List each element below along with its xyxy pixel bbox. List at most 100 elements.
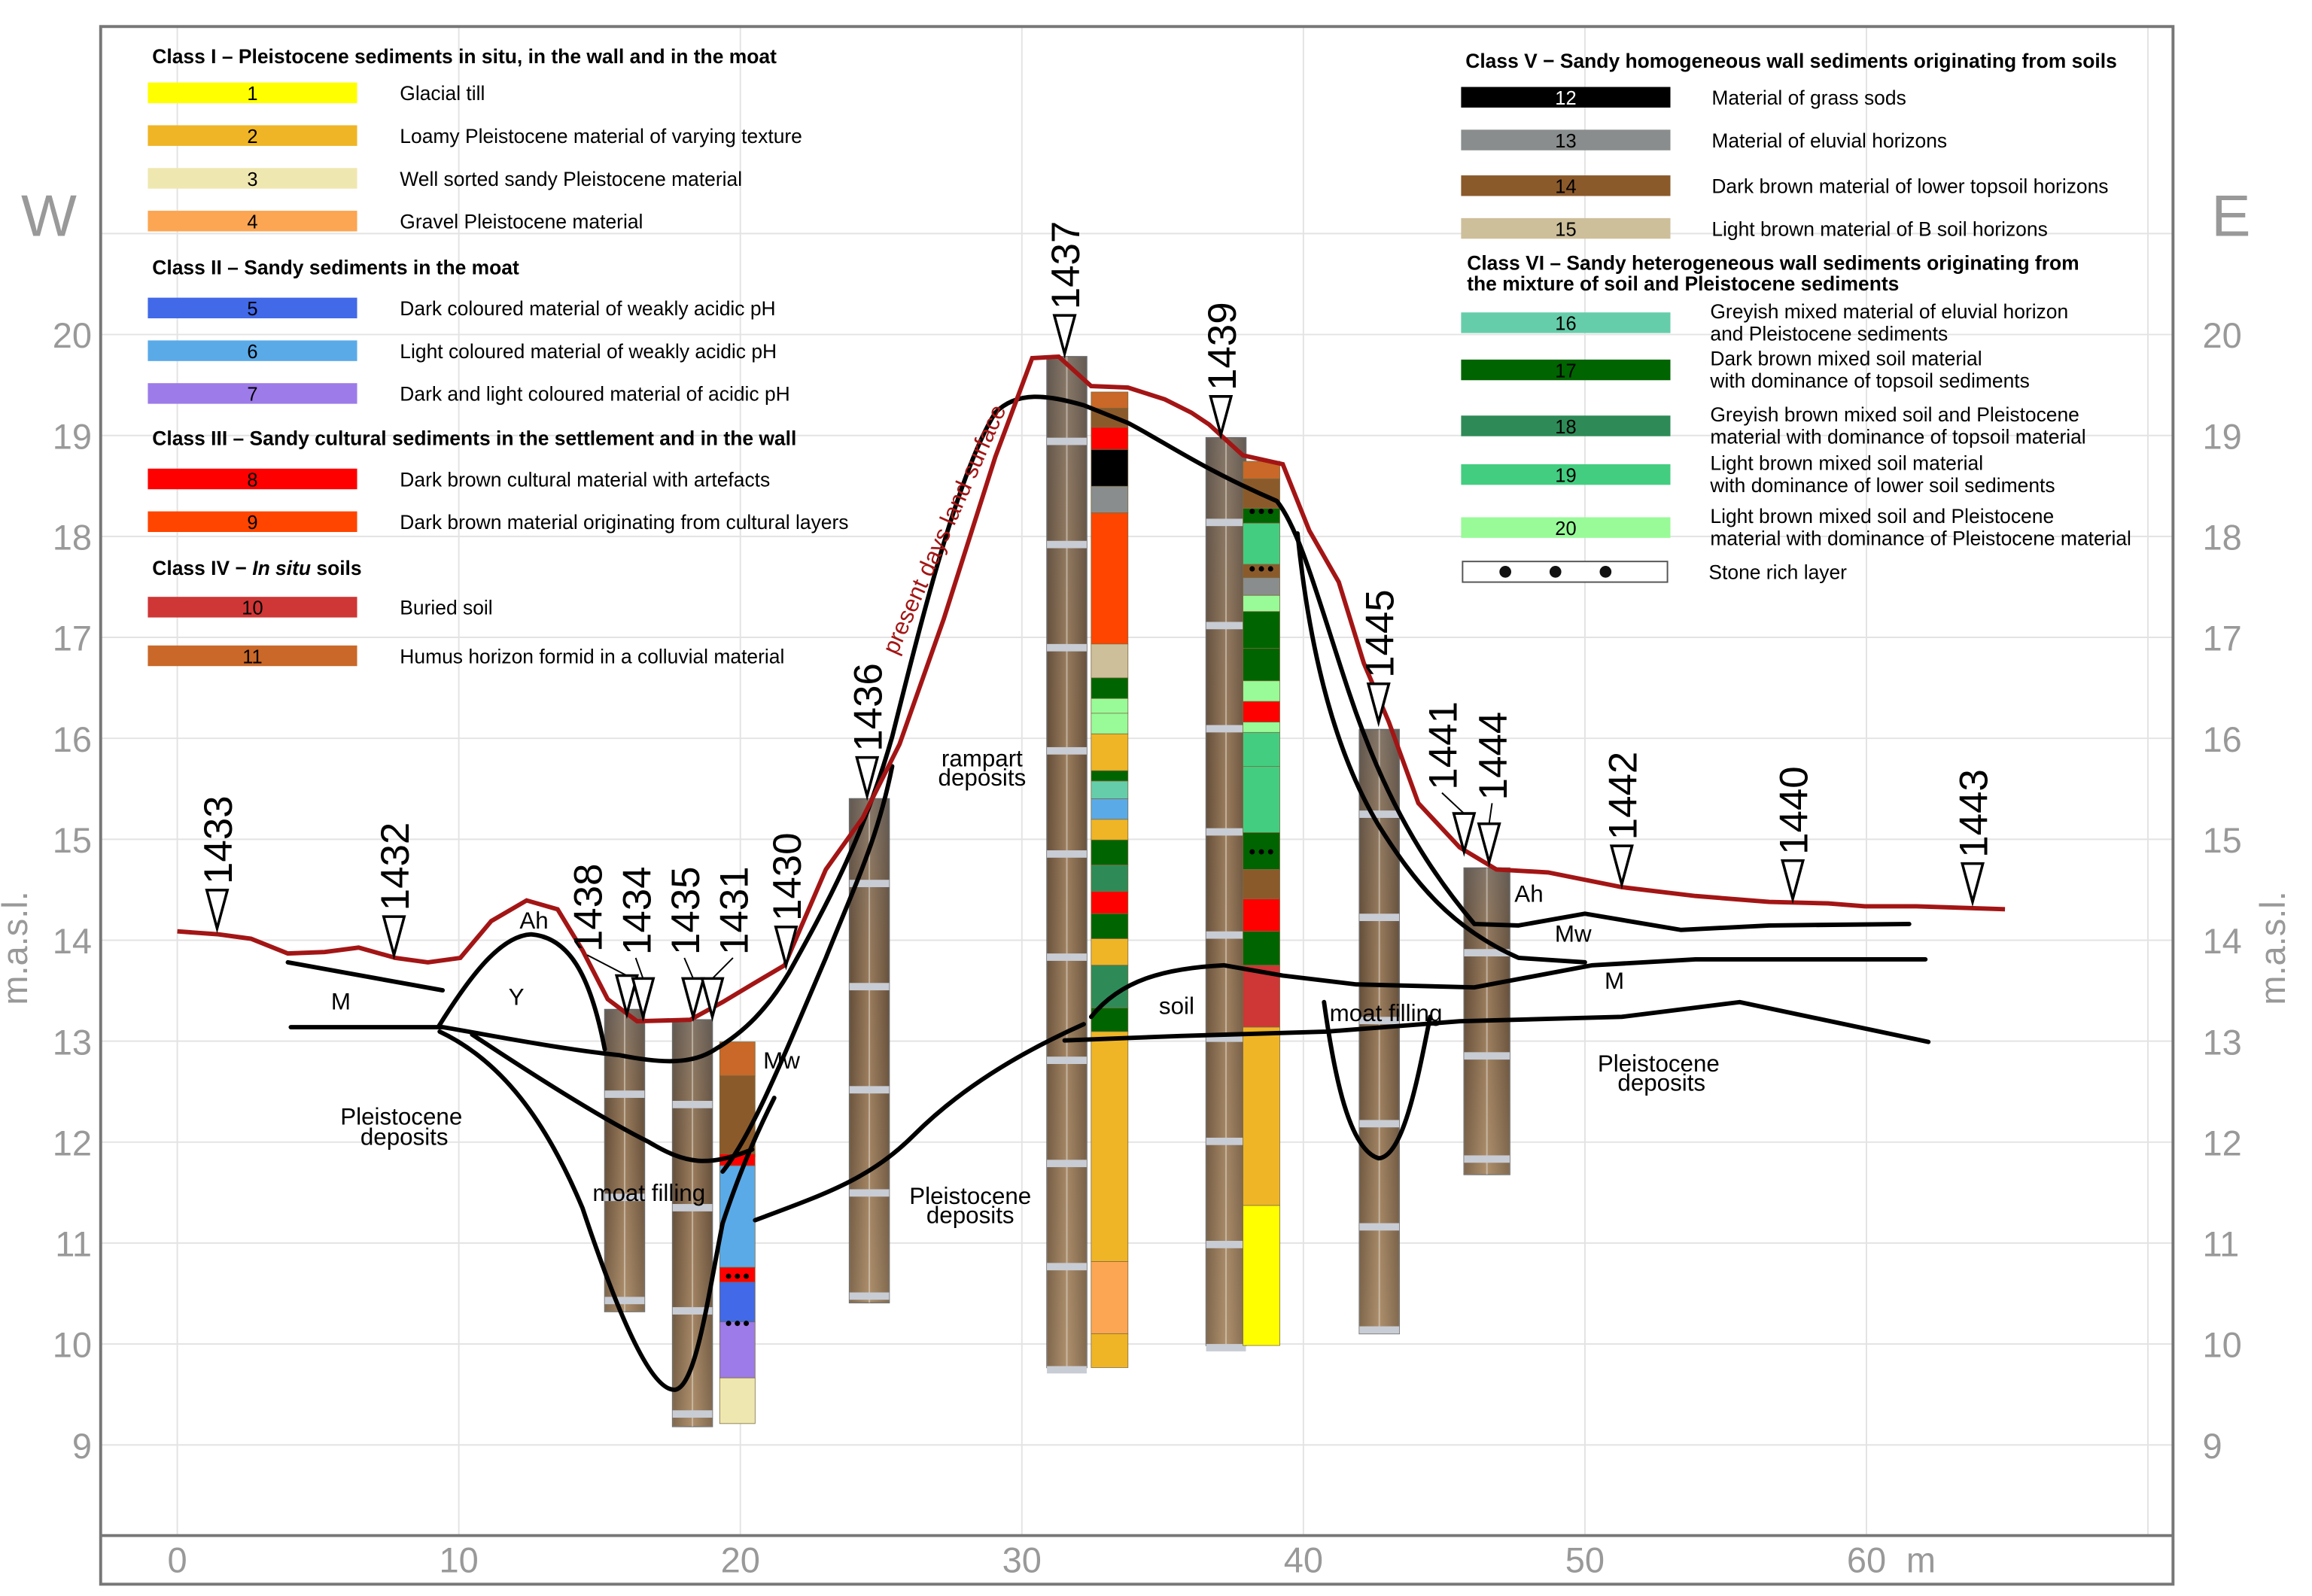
borehole-marker-icon — [681, 977, 706, 1023]
core-box-divider — [1206, 1137, 1246, 1145]
layer-19 — [1243, 766, 1280, 833]
borehole-1439: 1439 — [1200, 302, 1245, 440]
core-box-divider — [604, 1090, 645, 1099]
unit-moat-right: moat filling — [1330, 1000, 1443, 1026]
stone-icon — [1599, 566, 1612, 578]
borehole-1443: 1443 — [1952, 769, 1997, 907]
borehole-label: 1445 — [1358, 589, 1402, 678]
legend-label: Well sorted sandy Pleistocene material — [400, 168, 742, 190]
core-box-divider — [1047, 953, 1087, 961]
legend-code: 4 — [247, 212, 257, 233]
layer-18 — [1091, 865, 1129, 892]
layer-8 — [1091, 891, 1129, 914]
unit-pleistocene-left: Pleistocene — [340, 1103, 462, 1129]
borehole-label: 1442 — [1601, 752, 1645, 841]
legend-code: 14 — [1555, 177, 1576, 198]
unit-y: Y — [509, 984, 525, 1011]
legend-code: 19 — [1555, 465, 1576, 486]
layer-13 — [1243, 577, 1280, 596]
layer-11 — [719, 1041, 756, 1077]
core-box-divider — [1206, 1344, 1246, 1351]
west-label: W — [21, 182, 77, 248]
y-tick-left: 20 — [53, 315, 92, 355]
core-box-divider — [1047, 1160, 1087, 1168]
unit-rampart-2: deposits — [938, 765, 1027, 791]
legend-label: material with dominance of Pleistocene m… — [1710, 527, 2131, 550]
legend-label: Light brown mixed soil and Pleistocene — [1710, 505, 2054, 527]
legend-label: Greyish brown mixed soil and Pleistocene — [1710, 403, 2079, 426]
core-box-divider — [672, 1100, 713, 1108]
unit-labels: Ah M Y Pleistocene deposits moat filling… — [331, 745, 1720, 1228]
stone-icon — [744, 1273, 750, 1279]
layer-8 — [1243, 701, 1280, 723]
borehole-label: 1441 — [1422, 701, 1466, 790]
layer-2 — [1091, 1031, 1129, 1262]
y-tick-left: 14 — [53, 921, 92, 961]
layer-2 — [1091, 938, 1129, 966]
unit-ah-right: Ah — [1514, 881, 1543, 907]
layer-13 — [1091, 485, 1129, 513]
legend-label: Greyish mixed material of eluvial horizo… — [1710, 300, 2068, 323]
y-tick-right: 17 — [2202, 619, 2241, 658]
layer-2 — [1091, 1333, 1129, 1368]
y-tick-right: 11 — [2202, 1224, 2239, 1264]
legend-swatch-4 — [148, 211, 357, 232]
legend-label: Dark brown mixed soil material — [1710, 348, 1982, 370]
legend-swatch-6 — [148, 340, 357, 361]
legend-header-class6: Class VI – Sandy heterogeneous wall sedi… — [1467, 251, 2079, 274]
x-tick: 30 — [1002, 1540, 1042, 1580]
y-axis-label-right: m.a.s.l. — [2253, 891, 2292, 1005]
core-box-divider — [1047, 746, 1087, 755]
borehole-marker-icon — [1052, 314, 1077, 359]
legend-header-class4: Class IV − In situ soils — [152, 557, 361, 579]
y-tick-right: 13 — [2202, 1022, 2241, 1062]
unit-mw-right: Mw — [1555, 920, 1592, 947]
legend-label: Light brown mixed soil material — [1710, 452, 1983, 475]
borehole-label: 1436 — [847, 663, 891, 752]
legend-label: Loamy Pleistocene material of varying te… — [400, 125, 802, 147]
legend-swatch-5 — [148, 297, 357, 319]
layer-15 — [1091, 643, 1129, 679]
legend-swatch-2 — [148, 125, 357, 146]
layer-14 — [719, 1075, 756, 1157]
x-tick: 40 — [1284, 1540, 1323, 1580]
layer-19 — [1243, 522, 1280, 565]
legend-code: 9 — [247, 512, 257, 534]
y-tick-left: 11 — [55, 1224, 92, 1264]
layer-4 — [1091, 1261, 1129, 1334]
core-box-divider — [1464, 1052, 1510, 1060]
legend-swatch-12 — [1461, 87, 1671, 108]
x-tick: 0 — [168, 1540, 187, 1580]
borehole-label: 1440 — [1772, 766, 1817, 855]
borehole-marker-icon — [205, 889, 230, 934]
legend-swatch-15 — [1461, 217, 1671, 239]
y-tick-right: 18 — [2202, 518, 2241, 558]
stone-icon — [744, 1321, 750, 1327]
borehole-marker-icon — [1477, 822, 1501, 868]
unit-pleistocene-right-2: deposits — [1617, 1069, 1705, 1096]
core-box-divider — [1206, 518, 1246, 527]
unit-pleistocene-mid: Pleistocene — [909, 1183, 1031, 1209]
y-tick-right: 10 — [2202, 1325, 2241, 1365]
legend-swatch-16 — [1461, 312, 1671, 333]
layer-17 — [1243, 931, 1280, 966]
borehole-1431: 1431 — [700, 866, 757, 1023]
legend-swatch-9 — [148, 511, 357, 532]
legend-label: and Pleistocene sediments — [1710, 322, 1948, 345]
core-box-divider — [1206, 1034, 1246, 1042]
legend-swatch-13 — [1461, 129, 1671, 150]
borehole-leader-line — [634, 957, 644, 979]
core-box-divider — [1359, 1017, 1400, 1025]
stone-icon — [1267, 566, 1273, 572]
borehole-marker-icon — [855, 755, 880, 801]
layer-columns — [719, 391, 1280, 1424]
borehole-leader-line — [586, 954, 628, 977]
legend-code: 17 — [1555, 360, 1576, 382]
x-ticks: 0 10 20 30 40 50 60 m — [168, 1540, 1936, 1580]
unit-ah-left: Ah — [519, 907, 548, 934]
core-box-divider — [1359, 810, 1400, 818]
legend-swatch-7 — [148, 383, 357, 404]
legend-swatch-stone — [1462, 561, 1669, 583]
core-box-divider — [1047, 1263, 1087, 1271]
grid — [100, 26, 2174, 1536]
